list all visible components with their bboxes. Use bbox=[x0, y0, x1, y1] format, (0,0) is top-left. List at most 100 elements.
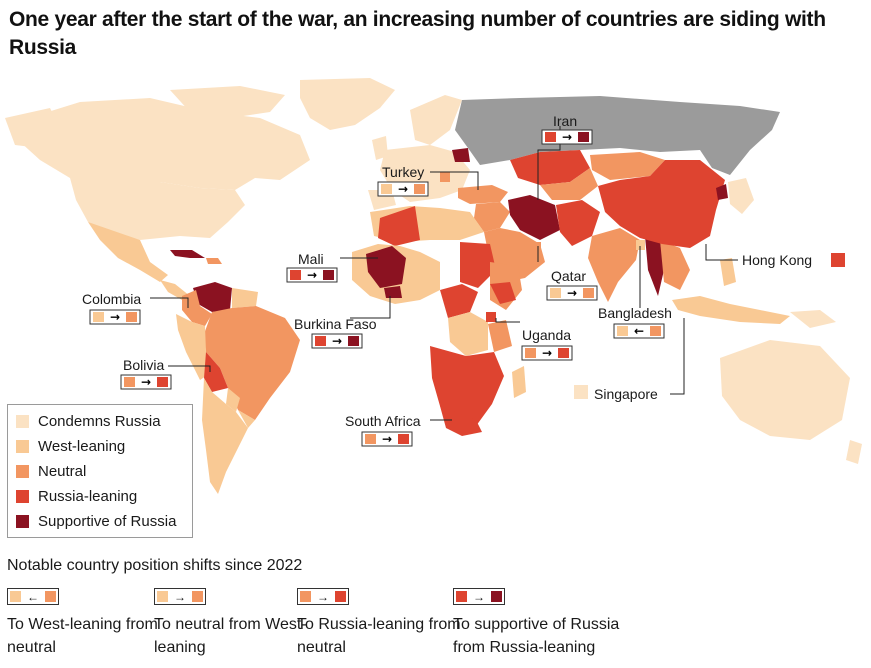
badge-qatar: → bbox=[546, 285, 598, 301]
southeast-asia bbox=[660, 240, 690, 290]
badge-turkey: → bbox=[377, 181, 429, 197]
svg-text:→: → bbox=[332, 334, 342, 348]
badge-bangladesh: ← bbox=[613, 323, 665, 339]
label-bangladesh: Bangladesh bbox=[598, 305, 672, 321]
serbia bbox=[440, 172, 450, 182]
korea-japan bbox=[728, 178, 754, 214]
arrow-right-icon: → bbox=[317, 589, 329, 604]
shift-swatch-right bbox=[45, 591, 56, 602]
madagascar bbox=[512, 366, 526, 398]
mexico bbox=[88, 222, 168, 282]
badge-iran: → bbox=[541, 129, 593, 145]
label-singapore: Singapore bbox=[594, 386, 658, 402]
central-asia bbox=[540, 168, 598, 200]
shift-label: To Russia-leaning from neutral bbox=[297, 616, 461, 656]
badge-mali: → bbox=[286, 267, 338, 283]
legend-label: Russia-leaning bbox=[38, 487, 138, 505]
congo bbox=[448, 312, 488, 356]
shift-label: To neutral from West-leaning bbox=[154, 616, 307, 656]
colombia bbox=[182, 290, 212, 326]
ethiopia bbox=[490, 282, 516, 304]
arrow-right-icon: → bbox=[473, 589, 485, 604]
shift-key-russia-leaning: → To Russia-leaning from neutral bbox=[297, 588, 467, 659]
shift-swatch-right bbox=[192, 591, 203, 602]
label-south-africa: South Africa bbox=[345, 413, 421, 429]
middle-east bbox=[474, 202, 510, 232]
russia bbox=[455, 96, 780, 175]
singapore-swatch bbox=[574, 385, 588, 399]
hong-kong-swatch bbox=[831, 253, 845, 267]
svg-text:→: → bbox=[567, 286, 577, 300]
sudan bbox=[460, 242, 496, 288]
bolivia bbox=[204, 352, 228, 392]
algeria-libya bbox=[378, 206, 420, 246]
canada bbox=[18, 98, 310, 190]
shift-swatch-right bbox=[491, 591, 502, 602]
shift-swatch-left bbox=[157, 591, 168, 602]
central-africa bbox=[440, 284, 478, 318]
svg-text:→: → bbox=[398, 182, 408, 196]
south-africa bbox=[440, 406, 482, 436]
caribbean bbox=[206, 258, 222, 264]
legend-item: Condemns Russia bbox=[16, 410, 161, 432]
mali bbox=[366, 246, 406, 288]
label-burkina-faso: Burkina Faso bbox=[294, 316, 377, 332]
arrow-left-icon: ← bbox=[27, 589, 39, 604]
central-america bbox=[160, 280, 190, 300]
india bbox=[588, 228, 640, 302]
bangladesh bbox=[636, 240, 645, 250]
badge-south-africa: → bbox=[361, 431, 413, 447]
shift-swatch-right bbox=[335, 591, 346, 602]
paraguay bbox=[226, 388, 240, 412]
mongolia bbox=[590, 152, 665, 180]
china bbox=[598, 160, 725, 248]
uganda bbox=[486, 312, 496, 322]
legend-item: Neutral bbox=[16, 460, 86, 482]
svg-text:←: ← bbox=[634, 324, 644, 338]
legend-swatch bbox=[16, 439, 29, 453]
usa bbox=[70, 178, 245, 240]
iran bbox=[508, 195, 560, 240]
arrow-right-icon: → bbox=[174, 589, 186, 604]
shift-badge: ← bbox=[7, 588, 59, 605]
indonesia bbox=[672, 296, 790, 324]
legend-swatch bbox=[16, 464, 29, 478]
brazil bbox=[204, 306, 300, 420]
chart-title: One year after the start of the war, an … bbox=[9, 8, 826, 59]
philippines bbox=[720, 258, 736, 286]
legend-swatch bbox=[16, 489, 29, 503]
shift-badge: → bbox=[297, 588, 349, 605]
venezuela bbox=[193, 282, 232, 312]
svg-text:→: → bbox=[382, 432, 392, 446]
guianas bbox=[232, 288, 258, 308]
map-legend: Condemns Russia West-leaning Neutral Rus… bbox=[7, 404, 193, 538]
svg-text:→: → bbox=[562, 130, 572, 144]
legend-label: Condemns Russia bbox=[38, 412, 161, 430]
shift-key-supportive: → To supportive of Russia from Russia-le… bbox=[453, 588, 643, 659]
shift-key-west-leaning: ← To West-leaning from neutral bbox=[7, 588, 177, 659]
svg-text:→: → bbox=[110, 310, 120, 324]
afghanistan-pakistan bbox=[556, 200, 600, 246]
png bbox=[790, 310, 836, 328]
shift-badge: → bbox=[453, 588, 505, 605]
svg-text:→: → bbox=[141, 375, 151, 389]
shift-swatch-left bbox=[456, 591, 467, 602]
ecuador-peru bbox=[176, 314, 212, 380]
badge-bolivia: → bbox=[120, 374, 172, 390]
argentina-chile bbox=[202, 378, 248, 494]
belarus bbox=[452, 148, 470, 162]
label-qatar: Qatar bbox=[551, 268, 586, 284]
label-turkey: Turkey bbox=[382, 164, 424, 180]
alaska bbox=[5, 108, 60, 148]
tanzania bbox=[488, 320, 512, 352]
qatar bbox=[536, 242, 541, 248]
legend-swatch bbox=[16, 414, 29, 428]
label-iran: Iran bbox=[553, 113, 577, 129]
shifts-title: Notable country position shifts since 20… bbox=[7, 557, 303, 574]
shift-key-neutral: → To neutral from West-leaning bbox=[154, 588, 324, 659]
label-bolivia: Bolivia bbox=[123, 357, 164, 373]
uk-ireland bbox=[372, 136, 388, 160]
shift-label: To supportive of Russia from Russia-lean… bbox=[453, 616, 620, 656]
burkina-faso bbox=[384, 286, 402, 298]
legend-item: Supportive of Russia bbox=[16, 510, 176, 532]
